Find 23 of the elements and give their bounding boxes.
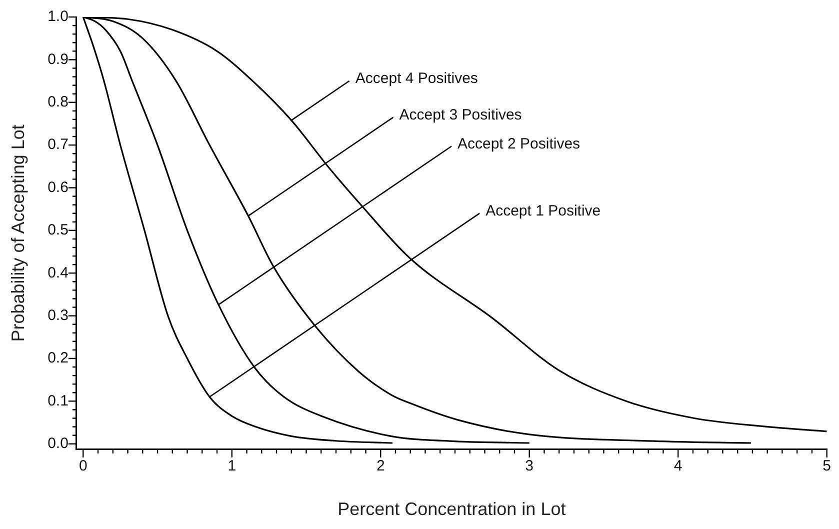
y-tick-label: 0.0 bbox=[48, 434, 68, 452]
x-tick-label: 5 bbox=[822, 458, 831, 475]
y-axis-title: Probability of Accepting Lot bbox=[8, 124, 28, 342]
annotation: Accept 1 Positive bbox=[486, 202, 601, 220]
annotation: Accept 4 Positives bbox=[355, 70, 478, 87]
annotation: Accept 2 Positives bbox=[457, 135, 580, 152]
x-axis-title: Percent Concentration in Lot bbox=[338, 499, 566, 520]
y-tick-label: 0.7 bbox=[48, 136, 68, 154]
y-tick-label: 0.4 bbox=[48, 264, 68, 282]
x-tick-label: 0 bbox=[78, 458, 88, 475]
x-tick-label: 4 bbox=[674, 458, 682, 475]
y-tick-label: 0.9 bbox=[48, 50, 68, 68]
x-tick-label: 2 bbox=[376, 458, 385, 475]
y-tick-label: 0.8 bbox=[48, 94, 68, 111]
x-tick-label: 3 bbox=[525, 458, 534, 475]
y-tick-label: 1.0 bbox=[48, 8, 68, 26]
y-tick-label: 0.5 bbox=[48, 222, 68, 239]
x-tick-label: 1 bbox=[228, 458, 236, 475]
annotation: Accept 3 Positives bbox=[399, 106, 522, 124]
y-tick-label: 0.6 bbox=[48, 178, 68, 196]
y-tick-label: 0.2 bbox=[48, 350, 68, 367]
y-tick-label: 0.3 bbox=[48, 306, 68, 324]
y-tick-label: 0.1 bbox=[48, 392, 68, 410]
